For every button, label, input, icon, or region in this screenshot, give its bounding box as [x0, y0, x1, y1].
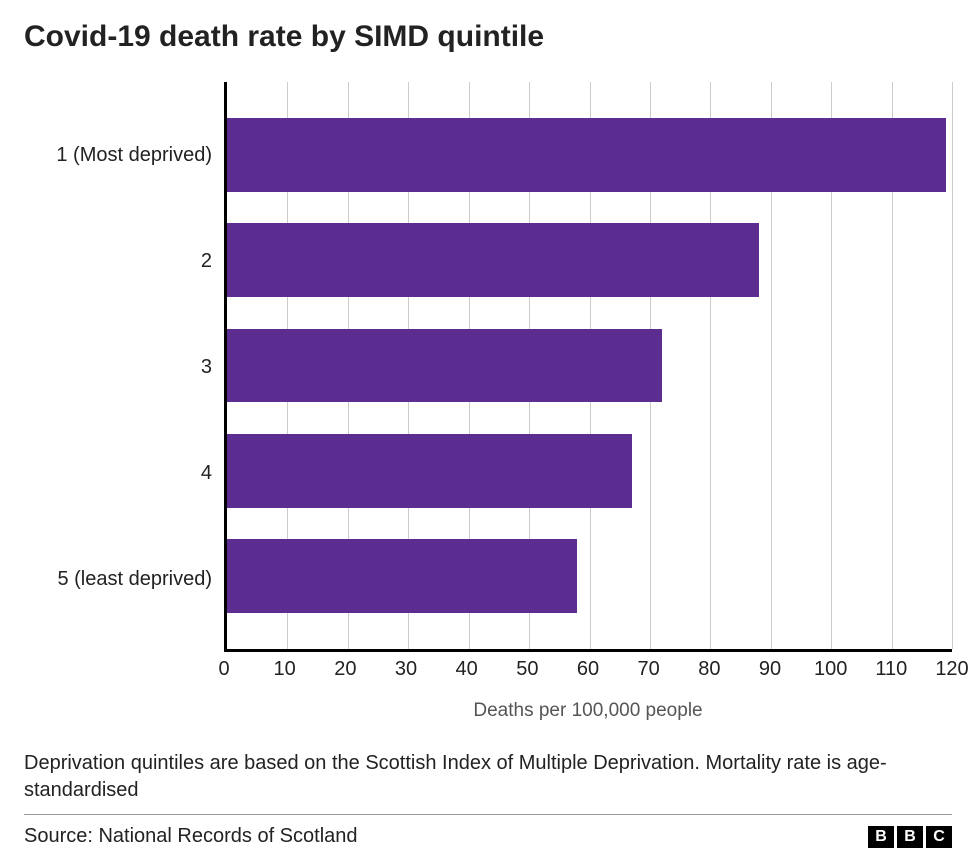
x-axis-tick: 20	[334, 658, 356, 681]
bar-slot	[227, 524, 952, 629]
chart-footer: Source: National Records of Scotland BBC	[24, 815, 952, 848]
bbc-logo: BBC	[868, 826, 952, 848]
y-axis-label: 3	[24, 314, 224, 420]
bar-slot	[227, 102, 952, 207]
bar	[227, 118, 946, 192]
bar	[227, 223, 759, 297]
x-axis-tick: 40	[456, 658, 478, 681]
x-axis-tick: 120	[935, 658, 968, 681]
chart-region: 1 (Most deprived)2345 (least deprived)	[24, 82, 952, 652]
source-text: Source: National Records of Scotland	[24, 825, 358, 848]
y-axis-label: 4	[24, 420, 224, 526]
x-axis-tick: 60	[577, 658, 599, 681]
x-axis-ticks: 0102030405060708090100110120	[224, 658, 952, 684]
bar-slot	[227, 418, 952, 523]
x-label-row: Deaths per 100,000 people	[24, 700, 952, 722]
bar	[227, 329, 662, 403]
x-label-spacer	[24, 700, 224, 722]
chart-note: Deprivation quintiles are based on the S…	[24, 750, 952, 815]
x-axis-tick: 30	[395, 658, 417, 681]
bar	[227, 434, 632, 508]
x-axis-tick: 50	[516, 658, 538, 681]
y-axis-label: 1 (Most deprived)	[24, 102, 224, 208]
bar-slot	[227, 207, 952, 312]
x-axis-tick: 110	[875, 658, 907, 681]
plot-area	[224, 82, 952, 652]
gridline	[952, 82, 953, 649]
bbc-logo-block: C	[926, 826, 952, 848]
x-axis-row: 0102030405060708090100110120	[24, 658, 952, 684]
y-axis-labels: 1 (Most deprived)2345 (least deprived)	[24, 82, 224, 652]
x-axis-tick: 100	[814, 658, 847, 681]
x-axis-label: Deaths per 100,000 people	[224, 700, 952, 722]
chart-title: Covid-19 death rate by SIMD quintile	[24, 20, 952, 54]
bars-container	[227, 82, 952, 649]
x-axis-tick: 10	[274, 658, 296, 681]
x-axis-tick: 0	[218, 658, 229, 681]
y-axis-label: 5 (least deprived)	[24, 526, 224, 632]
x-axis-tick: 80	[698, 658, 720, 681]
bbc-logo-block: B	[868, 826, 894, 848]
bbc-logo-block: B	[897, 826, 923, 848]
x-axis-spacer	[24, 658, 224, 684]
y-axis-label: 2	[24, 208, 224, 314]
x-axis-tick: 90	[759, 658, 781, 681]
x-axis-tick: 70	[638, 658, 660, 681]
bar-slot	[227, 313, 952, 418]
bar	[227, 539, 577, 613]
